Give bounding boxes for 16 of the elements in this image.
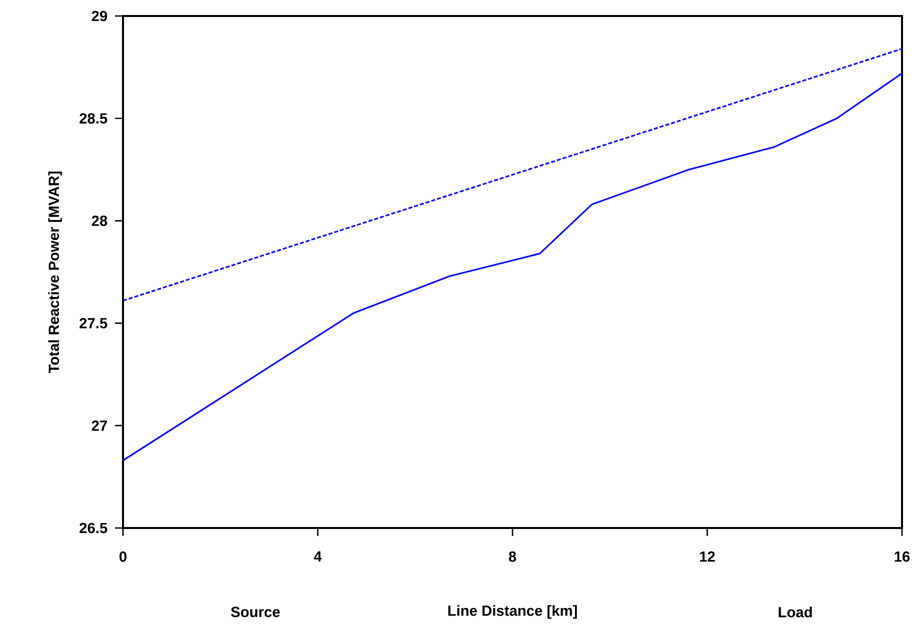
line-series bbox=[122, 72, 903, 462]
x-tick-label: 16 bbox=[894, 551, 910, 562]
x-tick-label: 12 bbox=[700, 551, 715, 562]
x-tick-label: 4 bbox=[314, 551, 322, 562]
y-tick-label: 28 bbox=[92, 216, 108, 226]
text: Load bbox=[778, 606, 812, 618]
y-axis-title: Total Reactive Power [MVAR] bbox=[48, 172, 62, 374]
y-tick-label: 28.5 bbox=[80, 113, 108, 124]
text: Source bbox=[230, 606, 280, 618]
x-tick-label: 8 bbox=[508, 551, 516, 562]
x-axis-title: Line Distance [km] bbox=[448, 605, 577, 619]
x-tick-label: 0 bbox=[120, 551, 126, 562]
y-tick-label: 29 bbox=[92, 10, 108, 22]
y-tick-label: 26.5 bbox=[80, 522, 108, 534]
y-tick-label: 27 bbox=[92, 420, 107, 431]
y-tick-label: 27.5 bbox=[80, 318, 108, 328]
